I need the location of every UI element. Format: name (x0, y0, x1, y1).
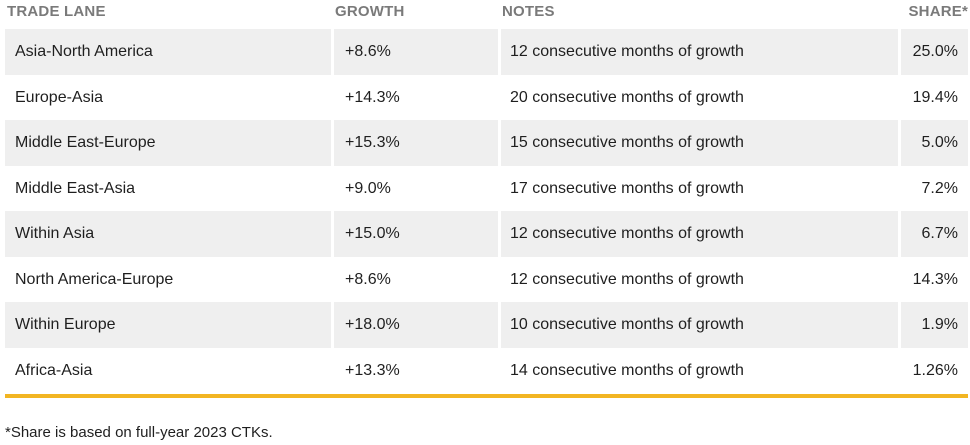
cell-growth: +8.6% (331, 256, 498, 302)
cell-trade-lane: North America-Europe (15, 270, 174, 288)
cell-notes: 12 consecutive months of growth (498, 29, 898, 75)
cell-notes: 12 consecutive months of growth (498, 211, 898, 257)
cell-notes: 15 consecutive months of growth (498, 120, 898, 166)
cell-notes: 12 consecutive months of growth (498, 256, 898, 302)
cell-notes: 17 consecutive months of growth (498, 165, 898, 211)
cell-share: 1.26% (898, 347, 968, 393)
cell-notes: 10 consecutive months of growth (498, 302, 898, 348)
table-row: Europe-Asia +14.3% 20 consecutive months… (5, 74, 968, 120)
table-row: Asia-North America +8.6% 12 consecutive … (5, 29, 968, 75)
cell-notes: 20 consecutive months of growth (498, 74, 898, 120)
header-trade-lane: TRADE LANE (7, 3, 106, 20)
cell-growth: +15.3% (331, 120, 498, 166)
cell-trade-lane: Asia-North America (5, 29, 331, 75)
trade-lane-table: TRADE LANE GROWTH NOTES SHARE* Asia-Nort… (5, 0, 968, 398)
cell-trade-lane: Africa-Asia (15, 361, 93, 379)
cell-growth: +8.6% (331, 29, 498, 75)
cell-share: 5.0% (898, 120, 968, 166)
cell-share: 7.2% (898, 165, 968, 211)
cell-trade-lane: Within Europe (5, 302, 331, 348)
table-row: Middle East-Asia +9.0% 17 consecutive mo… (5, 165, 968, 211)
cell-growth: +13.3% (331, 347, 498, 393)
table-row: Within Europe +18.0% 10 consecutive mont… (5, 302, 968, 348)
cell-growth: +15.0% (331, 211, 498, 257)
table-row: Africa-Asia +13.3% 14 consecutive months… (5, 347, 968, 393)
footnote: *Share is based on full-year 2023 CTKs. (5, 424, 273, 441)
table-row: Middle East-Europe +15.3% 15 consecutive… (5, 120, 968, 166)
cell-share: 14.3% (898, 256, 968, 302)
cell-growth: +9.0% (331, 165, 498, 211)
cell-share: 19.4% (898, 74, 968, 120)
table-header-row: TRADE LANE GROWTH NOTES SHARE* (5, 0, 968, 29)
header-growth: GROWTH (335, 3, 405, 20)
cell-share: 25.0% (898, 29, 968, 75)
cell-trade-lane: Europe-Asia (15, 88, 104, 106)
cell-share: 1.9% (898, 302, 968, 348)
header-share: SHARE* (908, 3, 968, 20)
cell-growth: +14.3% (331, 74, 498, 120)
cell-trade-lane: Within Asia (5, 211, 331, 257)
cell-trade-lane: Middle East-Europe (5, 120, 331, 166)
table-row: Within Asia +15.0% 12 consecutive months… (5, 211, 968, 257)
cell-notes: 14 consecutive months of growth (498, 347, 898, 393)
table-row: North America-Europe +8.6% 12 consecutiv… (5, 256, 968, 302)
accent-divider (5, 394, 968, 398)
cell-share: 6.7% (898, 211, 968, 257)
header-notes: NOTES (502, 3, 555, 20)
cell-growth: +18.0% (331, 302, 498, 348)
cell-trade-lane: Middle East-Asia (15, 179, 136, 197)
